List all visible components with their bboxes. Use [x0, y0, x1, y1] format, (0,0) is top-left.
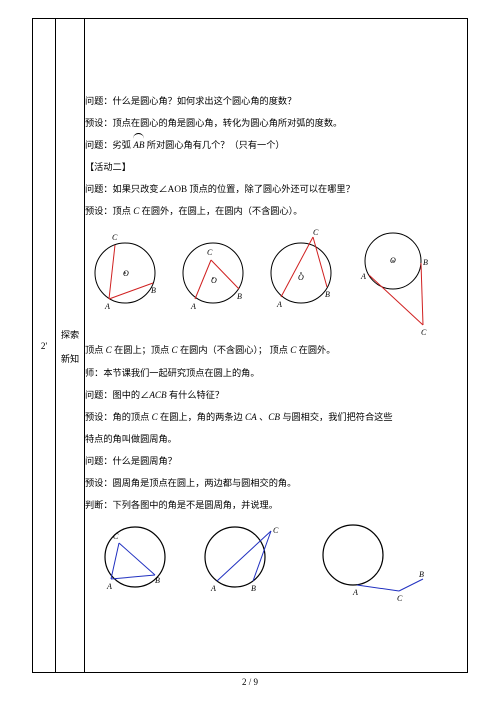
page-number: 2 / 9 — [32, 677, 468, 687]
q2b: 所对圆心角有几个？（只有一个） — [147, 140, 285, 150]
svg-text:A: A — [104, 302, 110, 311]
svg-text:C: C — [207, 248, 213, 257]
a4b: 在圆上，角的两条边 — [160, 412, 245, 422]
q4b: 有什么特征？ — [167, 390, 224, 400]
svg-text:B: B — [419, 570, 424, 579]
svg-text:A: A — [360, 272, 366, 281]
svg-text:O: O — [298, 273, 304, 282]
svg-text:C: C — [313, 228, 319, 237]
a4cb: CB — [268, 412, 280, 422]
activity2: 【活动二】 — [85, 159, 467, 176]
a5: 预设：圆周角是顶点在圆上，两边都与圆相交的角。 — [85, 475, 467, 492]
a3a: 预设：顶点 — [85, 206, 133, 216]
svg-text:C: C — [397, 594, 403, 601]
q4a: 问题：图中的∠ — [85, 390, 149, 400]
s1c3: C — [290, 345, 296, 355]
stage-cell: 探索 新知 — [56, 19, 85, 673]
fig-b2: A B C — [191, 519, 301, 601]
svg-text:B: B — [237, 292, 242, 301]
fig-row-2: A B C A B C A B C — [85, 519, 467, 601]
svg-text:A: A — [352, 588, 358, 597]
page: 2' 探索 新知 问题：什么是圆心角？如何求出这个圆心角的度数？ 预设：顶点在圆… — [0, 0, 500, 707]
a4d: 与圆相交，我们把符合这些 — [282, 412, 392, 422]
q4: 问题：图中的∠ACB 有什么特征？ — [85, 387, 467, 404]
row-number-cell: 2' — [33, 19, 56, 673]
s1d: 在圆外。 — [299, 345, 336, 355]
a4ca: CA — [245, 412, 257, 422]
svg-text:B: B — [151, 286, 156, 295]
a4c1: C — [152, 412, 158, 422]
stage-line1: 探索 — [56, 327, 84, 341]
fig-b1: A B C — [85, 519, 185, 601]
teacher: 师：本节课我们一起研究顶点在圆上的角。 — [85, 365, 467, 382]
q2a: 问题：劣弧 — [85, 140, 131, 150]
svg-text:B: B — [251, 584, 256, 593]
judge: 判断：下列各图中的角是不是圆周角，并说理。 — [85, 497, 467, 514]
svg-text:A: A — [190, 302, 196, 311]
fig-4: O ABC — [349, 225, 445, 337]
q1: 问题：什么是圆心角？如何求出这个圆心角的度数？ — [85, 93, 467, 110]
a4: 预设：角的顶点 C 在圆上，角的两条边 CA 、CB 与圆相交，我们把符合这些 — [85, 409, 467, 426]
q2: 问题：劣弧 AB 所对圆心角有几个？（只有一个） — [85, 137, 467, 154]
s1a: 顶点 — [85, 345, 106, 355]
q3: 问题：如果只改变∠AOB 顶点的位置，除了圆心外还可以在哪里？ — [85, 181, 467, 198]
a4a: 预设：角的顶点 — [85, 412, 152, 422]
s1c: 在圆内（不含圆心）； 顶点 — [180, 345, 290, 355]
fig-row-1: O A B C O A B C O A B C O A B C — [85, 225, 467, 337]
layout-table: 2' 探索 新知 问题：什么是圆心角？如何求出这个圆心角的度数？ 预设：顶点在圆… — [32, 18, 468, 673]
svg-text:A: A — [276, 300, 282, 309]
arc-ab: AB — [133, 137, 144, 154]
svg-text:A: A — [106, 582, 112, 591]
a4c2: 、 — [259, 412, 268, 422]
svg-text:B: B — [155, 576, 160, 585]
s1c1: C — [106, 345, 112, 355]
a3b: 在圆外，在圆上，在圆内（不含圆心）。 — [139, 206, 302, 216]
svg-text:B: B — [423, 258, 428, 267]
main-cell: 问题：什么是圆心角？如何求出这个圆心角的度数？ 预设：顶点在圆心的角是圆心角，转… — [85, 19, 468, 673]
s1b: 在圆上；顶点 — [114, 345, 171, 355]
svg-text:O: O — [211, 276, 217, 285]
svg-text:C: C — [421, 328, 427, 337]
summary1: 顶点 C 在圆上；顶点 C 在圆内（不含圆心）； 顶点 C 在圆外。 — [85, 342, 467, 359]
q4acb: ACB — [149, 390, 166, 400]
a4e: 特点的角叫做圆周角。 — [85, 431, 467, 448]
fig-b3: A B C — [307, 519, 427, 601]
svg-text:C: C — [273, 526, 279, 535]
q5: 问题：什么是圆周角？ — [85, 453, 467, 470]
svg-text:B: B — [325, 290, 330, 299]
q3-text: 问题：如果只改变∠AOB 顶点的位置，除了圆心外还可以在哪里？ — [85, 184, 355, 194]
a1: 预设：顶点在圆心的角是圆心角，转化为圆心角所对弧的度数。 — [85, 115, 467, 132]
svg-text:O: O — [123, 269, 129, 278]
s1c2: C — [172, 345, 178, 355]
stage-line2: 新知 — [56, 351, 84, 365]
svg-text:A: A — [210, 584, 216, 593]
arc-ab-text: AB — [133, 140, 144, 150]
fig-1: O A B C — [85, 225, 167, 317]
a3: 预设：顶点 C 在圆外，在圆上，在圆内（不含圆心）。 — [85, 203, 467, 220]
svg-text:C: C — [112, 233, 118, 242]
fig-2: O A B C — [173, 225, 255, 317]
svg-text:C: C — [113, 532, 119, 541]
fig-3: O A B C — [261, 225, 343, 317]
